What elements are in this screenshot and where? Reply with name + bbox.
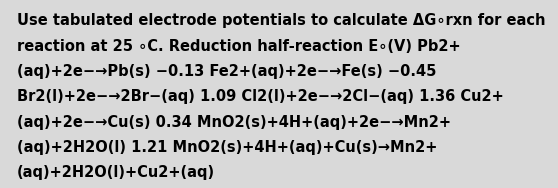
Text: Use tabulated electrode potentials to calculate ΔG∘rxn for each: Use tabulated electrode potentials to ca… bbox=[17, 13, 545, 28]
Text: (aq)+2H2O(l) 1.21 MnO2(s)+4H+(aq)+Cu(s)→Mn2+: (aq)+2H2O(l) 1.21 MnO2(s)+4H+(aq)+Cu(s)→… bbox=[17, 140, 437, 155]
Text: (aq)+2e−→Cu(s) 0.34 MnO2(s)+4H+(aq)+2e−→Mn2+: (aq)+2e−→Cu(s) 0.34 MnO2(s)+4H+(aq)+2e−→… bbox=[17, 115, 451, 130]
Text: reaction at 25 ∘C. Reduction half-reaction E∘(V) Pb2+: reaction at 25 ∘C. Reduction half-reacti… bbox=[17, 39, 460, 54]
Text: Br2(l)+2e−→2Br−(aq) 1.09 Cl2(l)+2e−→2Cl−(aq) 1.36 Cu2+: Br2(l)+2e−→2Br−(aq) 1.09 Cl2(l)+2e−→2Cl−… bbox=[17, 89, 503, 104]
Text: (aq)+2H2O(l)+Cu2+(aq): (aq)+2H2O(l)+Cu2+(aq) bbox=[17, 165, 215, 180]
Text: (aq)+2e−→Pb(s) −0.13 Fe2+(aq)+2e−→Fe(s) −0.45: (aq)+2e−→Pb(s) −0.13 Fe2+(aq)+2e−→Fe(s) … bbox=[17, 64, 436, 79]
